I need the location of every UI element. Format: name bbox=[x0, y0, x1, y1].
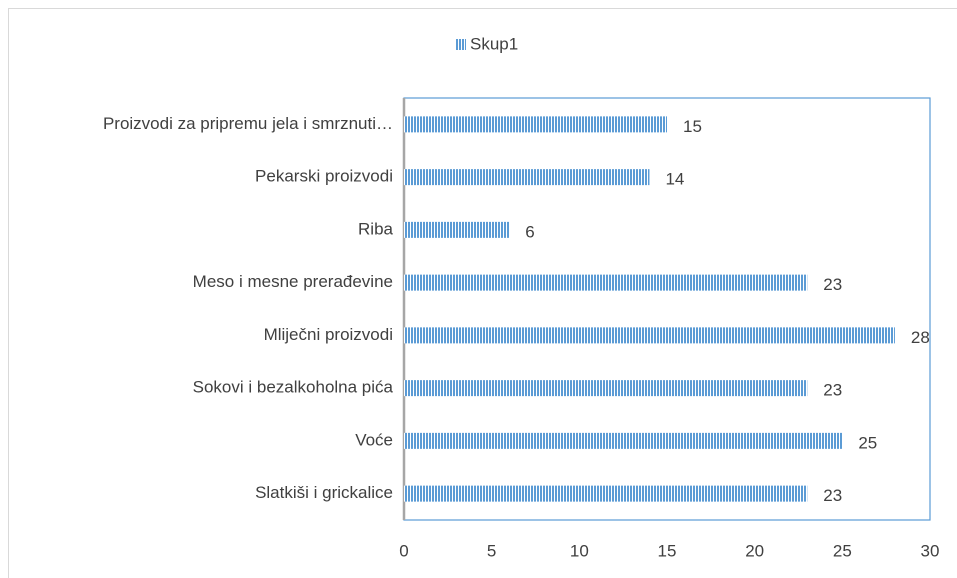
data-label: 23 bbox=[823, 381, 842, 400]
bar bbox=[404, 169, 650, 186]
x-tick-label: 0 bbox=[399, 541, 408, 560]
bar bbox=[404, 432, 843, 449]
bar bbox=[404, 327, 895, 344]
y-tick-label: Mliječni proizvodi bbox=[264, 325, 393, 344]
chart-border bbox=[8, 8, 957, 578]
x-tick-label: 20 bbox=[745, 541, 764, 560]
plot-border bbox=[403, 97, 931, 521]
data-label: 15 bbox=[683, 117, 702, 136]
data-label: 6 bbox=[525, 222, 534, 241]
y-tick-label: Proizvodi za pripremu jela i smrznuti… bbox=[103, 114, 393, 133]
y-tick-label: Meso i mesne prerađevine bbox=[193, 272, 393, 291]
bar bbox=[404, 221, 510, 238]
bar bbox=[404, 274, 808, 291]
x-tick-label: 30 bbox=[921, 541, 940, 560]
legend-label: Skup1 bbox=[470, 34, 518, 53]
y-tick-label: Riba bbox=[358, 219, 394, 238]
x-tick-label: 15 bbox=[658, 541, 677, 560]
y-tick-label: Voće bbox=[355, 430, 393, 449]
bar bbox=[404, 116, 667, 133]
x-tick-label: 25 bbox=[833, 541, 852, 560]
y-tick-label: Slatkiši i grickalice bbox=[255, 483, 393, 502]
x-tick-label: 5 bbox=[487, 541, 496, 560]
bar bbox=[404, 380, 808, 397]
data-label: 23 bbox=[823, 486, 842, 505]
data-label: 14 bbox=[665, 170, 684, 189]
data-label: 23 bbox=[823, 275, 842, 294]
data-label: 28 bbox=[911, 328, 930, 347]
legend-swatch bbox=[455, 39, 466, 50]
data-label: 25 bbox=[858, 433, 877, 452]
y-tick-label: Sokovi i bezalkoholna pića bbox=[193, 378, 394, 397]
y-tick-label: Pekarski proizvodi bbox=[255, 167, 393, 186]
bar bbox=[404, 485, 808, 502]
x-tick-label: 10 bbox=[570, 541, 589, 560]
